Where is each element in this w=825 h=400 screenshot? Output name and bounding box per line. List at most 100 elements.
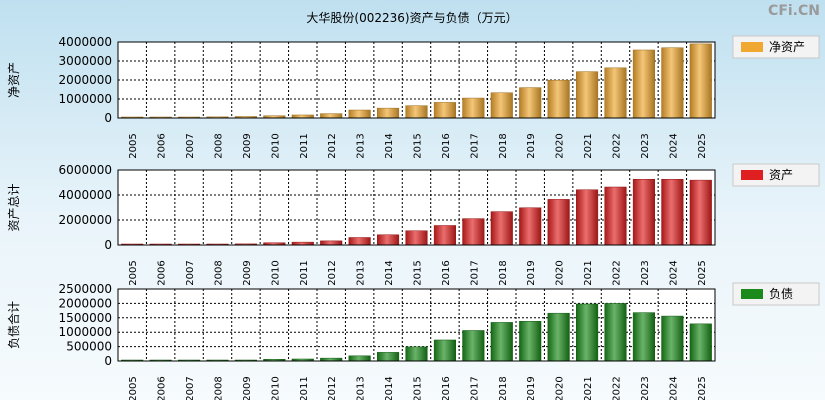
y-tick-label: 3000000 [59, 54, 112, 68]
x-tick-label: 2009 [242, 260, 253, 285]
bar-2013 [348, 237, 371, 246]
x-tick-label: 2008 [214, 133, 225, 158]
legend-label: 资产 [769, 168, 793, 182]
bar-2023 [632, 179, 655, 246]
bar-2020 [547, 79, 570, 119]
x-tick-label: 2024 [668, 133, 679, 158]
bar-2016 [433, 339, 456, 362]
bar-2024 [661, 315, 684, 362]
x-tick-label: 2022 [612, 376, 623, 400]
y-axis-label: 负债合计 [6, 301, 21, 349]
x-tick-label: 2019 [526, 260, 537, 285]
bar-2015 [405, 346, 428, 362]
x-tick-label: 2011 [299, 376, 310, 400]
bar-2019 [519, 321, 542, 362]
bar-2025 [689, 323, 712, 362]
x-tick-label: 2022 [612, 133, 623, 158]
x-tick-label: 2014 [384, 376, 395, 400]
x-tick-label: 2019 [526, 133, 537, 158]
y-tick-label: 1000000 [59, 92, 112, 106]
bar-2017 [462, 218, 485, 246]
y-tick-label: 0 [104, 111, 112, 125]
chart-title: 大华股份(002236)资产与负债（万元） [306, 11, 517, 25]
y-tick-label: 2000000 [59, 296, 112, 310]
y-tick-label: 6000000 [59, 163, 112, 177]
bar-2021 [576, 189, 599, 246]
x-tick-label: 2006 [157, 376, 168, 400]
x-tick-label: 2012 [327, 260, 338, 285]
x-tick-label: 2018 [498, 260, 509, 285]
x-tick-label: 2009 [242, 376, 253, 400]
bar-2015 [405, 230, 428, 246]
x-tick-label: 2011 [299, 133, 310, 158]
bar-2021 [576, 303, 599, 362]
bar-2014 [377, 352, 400, 362]
bar-2024 [661, 47, 684, 119]
legend: 净资产 [732, 35, 820, 59]
x-tick-label: 2017 [469, 133, 480, 158]
y-tick-label: 4000000 [59, 188, 112, 202]
y-tick-label: 1500000 [59, 311, 112, 325]
x-tick-label: 2015 [413, 376, 424, 400]
y-tick-label: 1000000 [59, 325, 112, 339]
legend-swatch [741, 289, 763, 299]
legend: 资产 [732, 163, 820, 187]
plot-border [117, 169, 716, 246]
x-tick-label: 2023 [640, 133, 651, 158]
plot-border [117, 288, 716, 362]
x-tick-label: 2021 [583, 376, 594, 400]
x-tick-label: 2020 [555, 260, 566, 285]
x-tick-label: 2020 [555, 376, 566, 400]
x-tick-label: 2018 [498, 376, 509, 400]
x-tick-label: 2016 [441, 376, 452, 400]
x-tick-label: 2012 [327, 133, 338, 158]
chart-panel-1: 0 1000000 2000000 3000000 4000000 2005 2006 200… [7, 35, 820, 159]
bar-2023 [632, 312, 655, 362]
x-tick-label: 2010 [270, 376, 281, 400]
bar-2013 [348, 355, 371, 362]
legend: 负债 [732, 282, 820, 306]
bar-2017 [462, 97, 485, 119]
x-tick-label: 2008 [214, 260, 225, 285]
y-axis-label: 资产总计 [7, 183, 21, 231]
x-tick-label: 2010 [270, 133, 281, 158]
x-tick-label: 2025 [697, 260, 708, 285]
bar-2013 [348, 109, 371, 119]
bar-2016 [433, 225, 456, 246]
bar-2020 [547, 199, 570, 246]
y-tick-label: 2000000 [59, 213, 112, 227]
x-tick-label: 2006 [157, 133, 168, 158]
bar-2018 [490, 92, 513, 119]
x-tick-label: 2007 [185, 376, 196, 400]
x-tick-label: 2013 [356, 133, 367, 158]
x-tick-label: 2005 [128, 133, 139, 158]
y-tick-label: 0 [104, 238, 112, 252]
y-tick-label: 2000000 [59, 73, 112, 87]
x-tick-label: 2022 [612, 260, 623, 285]
y-tick-label: 4000000 [59, 35, 112, 49]
legend-swatch [741, 42, 763, 52]
x-tick-label: 2005 [128, 376, 139, 400]
x-tick-label: 2014 [384, 133, 395, 158]
x-tick-label: 2016 [441, 133, 452, 158]
bar-2022 [604, 303, 627, 362]
x-tick-label: 2005 [128, 260, 139, 285]
x-tick-label: 2025 [697, 376, 708, 400]
x-tick-label: 2013 [356, 260, 367, 285]
x-tick-label: 2023 [640, 260, 651, 285]
x-tick-label: 2018 [498, 133, 509, 158]
bar-2012 [320, 113, 343, 119]
x-tick-label: 2021 [583, 260, 594, 285]
x-tick-label: 2024 [668, 376, 679, 400]
x-tick-label: 2023 [640, 376, 651, 400]
x-tick-label: 2017 [469, 260, 480, 285]
bar-2024 [661, 179, 684, 246]
x-tick-label: 2008 [214, 376, 225, 400]
y-tick-label: 2500000 [59, 282, 112, 296]
x-tick-label: 2015 [413, 260, 424, 285]
bar-2020 [547, 312, 570, 362]
x-tick-label: 2019 [526, 376, 537, 400]
legend-swatch [741, 170, 763, 180]
